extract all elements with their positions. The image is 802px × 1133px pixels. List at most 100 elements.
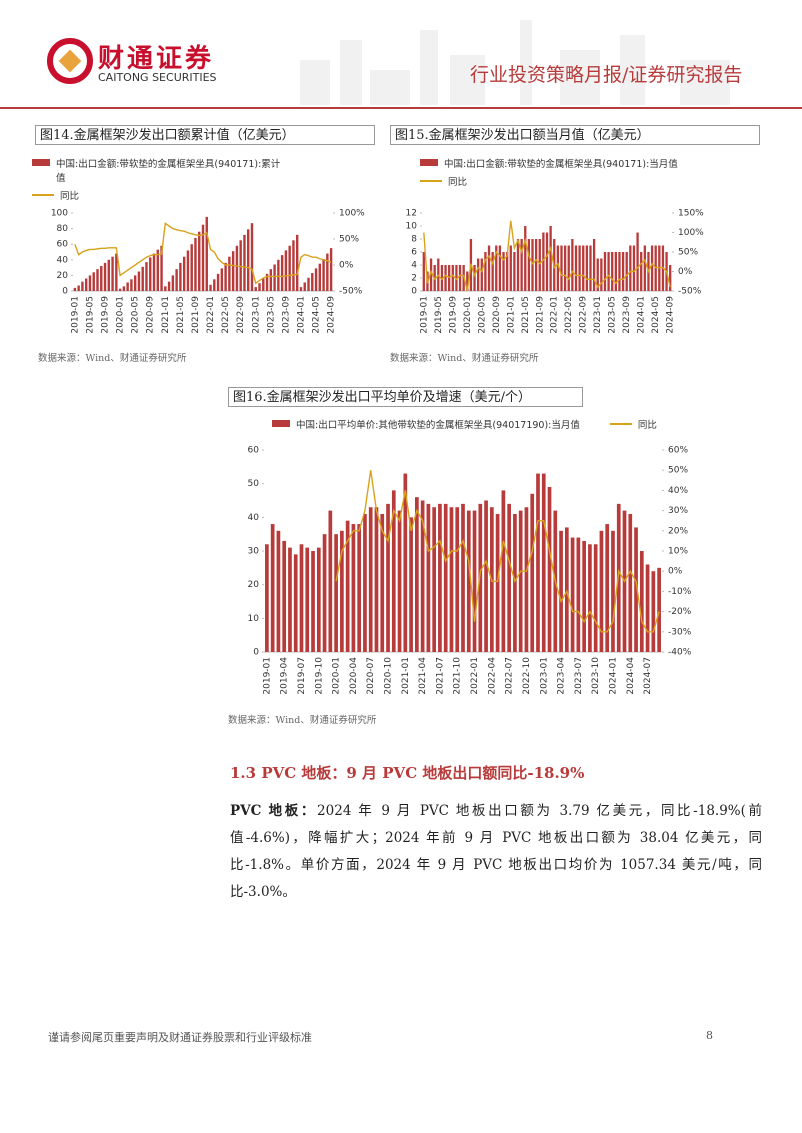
bar <box>205 216 208 291</box>
bar <box>461 503 465 652</box>
logo-core <box>58 49 82 73</box>
bar <box>592 239 596 291</box>
bar <box>265 544 269 652</box>
x-tick-label: 2019-09 <box>448 296 458 334</box>
bar <box>201 224 205 291</box>
bar <box>629 245 632 291</box>
bar <box>345 520 350 652</box>
y-tick-label: 0 <box>411 287 417 297</box>
bar <box>632 245 636 291</box>
bar <box>130 279 133 291</box>
y-tick-label: 20 <box>57 271 69 281</box>
bar <box>530 493 535 652</box>
bar <box>171 275 175 291</box>
bar <box>495 245 498 291</box>
legend-swatch <box>32 159 50 166</box>
bar <box>224 262 227 291</box>
bar <box>145 262 148 291</box>
bar <box>593 544 598 652</box>
bar <box>386 503 390 652</box>
bar <box>115 253 118 291</box>
y2-tick-label: 0% <box>668 567 683 577</box>
x-tick-label: 2019-07 <box>297 657 307 695</box>
x-tick-label: 2019-05 <box>85 296 95 334</box>
legend-label: 同比 <box>60 191 80 202</box>
bar <box>175 269 178 291</box>
bar <box>239 240 242 291</box>
bar <box>618 252 621 291</box>
bar <box>167 281 171 291</box>
y-tick-label: 6 <box>411 248 417 258</box>
bar <box>542 232 545 291</box>
bar <box>484 500 488 652</box>
bar <box>164 286 167 291</box>
legend: 中国:出口金额:带软垫的金属框架坐具(940171):累计值 同比 <box>32 156 287 202</box>
legend-label: 中国:出口金额:带软垫的金属框架坐具(940171):当月值 <box>444 159 678 170</box>
source-note: 数据来源：Wind、财通证券研究所 <box>390 353 539 364</box>
bar <box>603 252 607 291</box>
bar <box>516 239 520 291</box>
brand-en: CAITONG SECURITIES <box>98 71 217 84</box>
section-heading: 1.3 PVC 地板：9 月 PVC 地板出口额同比-18.9% <box>230 764 585 782</box>
bar <box>582 540 586 652</box>
x-tick-label: 2021-07 <box>435 657 445 695</box>
legend-item: 同比 <box>609 417 657 431</box>
bar <box>269 269 273 291</box>
x-tick-label: 2023-04 <box>557 657 567 695</box>
bar <box>265 273 269 291</box>
bar <box>547 487 552 652</box>
bar <box>473 265 476 291</box>
y-tick-label: 100 <box>51 209 68 219</box>
bar <box>73 287 77 291</box>
y2-tick-label: 20% <box>668 526 688 536</box>
bar <box>420 500 425 652</box>
bar <box>318 263 322 291</box>
bar <box>536 473 540 652</box>
bar <box>280 255 284 291</box>
x-tick-label: 2020-07 <box>366 657 376 695</box>
page-number: 8 <box>706 1029 713 1042</box>
disclaimer: 谨请参阅尾页重要声明及财通证券股票和行业评级标准 <box>48 1031 312 1044</box>
bar <box>599 530 604 652</box>
x-tick-label: 2021-04 <box>418 657 428 695</box>
bar <box>477 258 480 291</box>
bar <box>322 534 327 652</box>
bar <box>444 265 447 291</box>
y-tick-label: 20 <box>248 580 260 590</box>
x-tick-label: 2020-04 <box>349 657 359 695</box>
x-tick-label: 2023-09 <box>622 296 632 334</box>
bar <box>111 256 114 291</box>
bar <box>254 287 257 291</box>
bar <box>524 507 529 652</box>
x-tick-label: 2024-01 <box>608 657 618 695</box>
bar <box>466 510 471 652</box>
bar <box>247 229 250 291</box>
y-tick-label: 0 <box>253 648 259 658</box>
figure-title: 图16.金属框架沙发出口平均单价及增速（美元/个） <box>228 387 583 407</box>
bar <box>292 240 295 291</box>
line-series <box>74 222 332 285</box>
bar <box>137 271 141 291</box>
x-tick-label: 2022-01 <box>206 296 216 334</box>
bar <box>487 245 491 291</box>
y-tick-label: 80 <box>57 224 69 234</box>
y-tick-label: 0 <box>62 287 68 297</box>
y2-tick-label: 10% <box>668 547 688 557</box>
bar <box>628 513 633 652</box>
y-tick-label: 30 <box>248 547 260 557</box>
bar <box>669 265 672 291</box>
bar <box>650 245 654 291</box>
bar <box>409 517 413 652</box>
bar <box>491 252 494 291</box>
bar <box>88 275 92 291</box>
bar <box>549 226 552 291</box>
x-tick-label: 2021-01 <box>506 296 516 334</box>
legend-item: 同比 <box>420 174 690 188</box>
x-tick-label: 2023-07 <box>574 657 584 695</box>
y2-tick-label: 100% <box>339 209 365 219</box>
bar <box>531 239 534 291</box>
bar <box>357 524 362 652</box>
bar <box>326 253 329 291</box>
x-tick-label: 2019-10 <box>314 657 324 695</box>
